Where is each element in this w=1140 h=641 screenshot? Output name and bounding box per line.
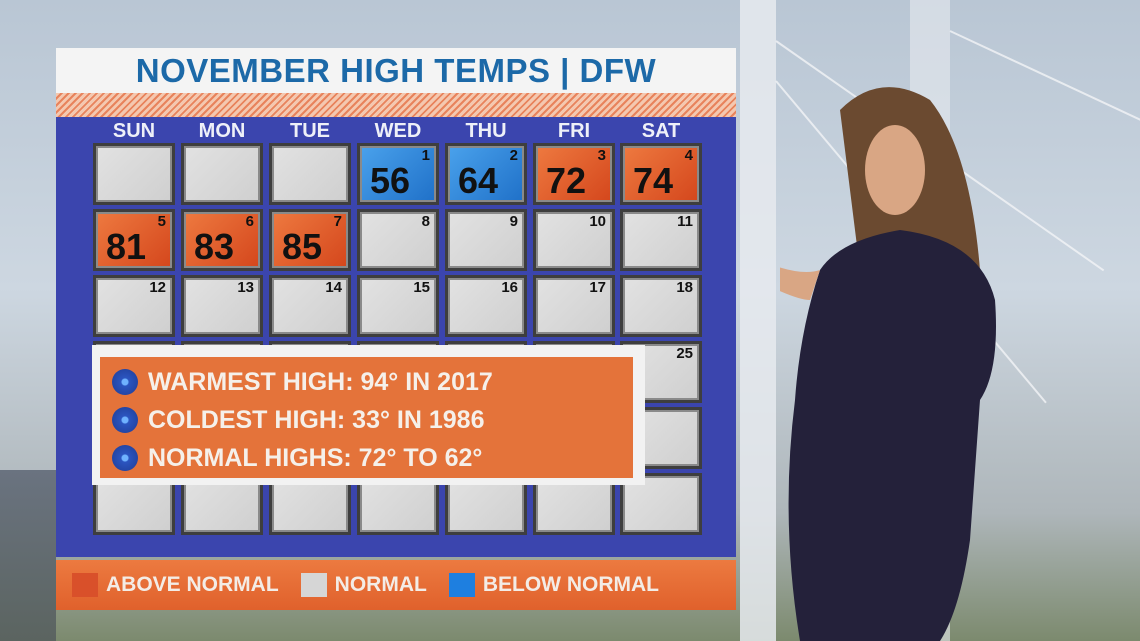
- info-row: COLDEST HIGH: 33° IN 1986: [112, 401, 633, 439]
- legend-swatch-above: [72, 573, 98, 597]
- legend-label: BELOW NORMAL: [482, 573, 659, 596]
- day-number: 7: [333, 213, 342, 230]
- high-temp: 85: [282, 226, 323, 267]
- calendar-cell: 17: [533, 275, 615, 337]
- calendar-cell: 1 56: [357, 143, 439, 205]
- day-header: WED: [374, 120, 422, 142]
- legend-swatch-normal: [300, 573, 327, 597]
- high-temp: 56: [370, 160, 411, 201]
- day-number: 14: [325, 279, 342, 296]
- title-bar: NOVEMBER HIGH TEMPS | DFW: [56, 48, 736, 93]
- day-number: 11: [677, 213, 693, 230]
- high-temp: 72: [546, 160, 587, 201]
- calendar-cell: 18: [620, 275, 702, 337]
- calendar-cell: [93, 143, 175, 205]
- calendar-cell: 11: [620, 209, 702, 271]
- info-text: WARMEST HIGH: 94° IN 2017: [148, 367, 493, 396]
- calendar-cell: 10: [533, 209, 615, 271]
- calendar-cell: [269, 143, 351, 205]
- day-number: 2: [509, 147, 518, 164]
- calendar-cell: 12: [93, 275, 175, 337]
- info-box: WARMEST HIGH: 94° IN 2017 COLDEST HIGH: 3…: [92, 345, 645, 485]
- calendar-cell: [181, 143, 263, 205]
- day-number: 9: [509, 213, 518, 230]
- hatch-stripe: [56, 93, 736, 117]
- info-row: NORMAL HIGHS: 72° TO 62°: [112, 439, 633, 477]
- info-text: NORMAL HIGHS: 72° TO 62°: [148, 443, 483, 472]
- day-number: 17: [589, 279, 606, 296]
- day-number: 1: [421, 147, 430, 164]
- bullet-icon: [112, 407, 138, 433]
- calendar-cell: 4 74: [620, 143, 702, 205]
- day-header: SAT: [641, 120, 681, 142]
- calendar-cell: 8: [357, 209, 439, 271]
- info-text: COLDEST HIGH: 33° IN 1986: [148, 405, 485, 434]
- calendar-cell: 3 72: [533, 143, 615, 205]
- calendar-cell: 9: [445, 209, 527, 271]
- legend-label: ABOVE NORMAL: [106, 573, 279, 596]
- calendar-cell: 6 83: [181, 209, 263, 271]
- day-number: 3: [597, 147, 606, 164]
- bullet-icon: [112, 369, 138, 395]
- calendar-cell: 5 81: [93, 209, 175, 271]
- day-header: THU: [465, 120, 507, 142]
- day-number: 18: [676, 279, 693, 296]
- bridge-pylon: [740, 0, 776, 641]
- day-number: 15: [413, 279, 430, 296]
- day-number: 16: [501, 279, 518, 296]
- day-header: TUE: [290, 120, 330, 142]
- day-number: 12: [149, 279, 166, 296]
- legend: ABOVE NORMAL NORMAL BELOW NORMAL: [56, 560, 736, 610]
- meteorologist: [780, 87, 996, 641]
- graphic-title: NOVEMBER HIGH TEMPS | DFW: [135, 51, 657, 89]
- city-skyline: [0, 470, 56, 641]
- legend-swatch-below: [448, 573, 475, 597]
- calendar-cell: 14: [269, 275, 351, 337]
- calendar-cell: 7 85: [269, 209, 351, 271]
- high-temp: 83: [194, 226, 235, 267]
- day-number: 4: [684, 147, 693, 164]
- day-number: 6: [245, 213, 254, 230]
- day-number: 25: [676, 345, 693, 362]
- day-header: SUN: [112, 120, 156, 142]
- day-header: FRI: [557, 120, 591, 142]
- day-header: MON: [198, 120, 246, 142]
- calendar-cell: 13: [181, 275, 263, 337]
- high-temp: 74: [633, 160, 674, 201]
- calendar-cell: 2 64: [445, 143, 527, 205]
- day-number: 10: [589, 213, 606, 230]
- calendar-cell: 16: [445, 275, 527, 337]
- info-row: WARMEST HIGH: 94° IN 2017: [112, 363, 633, 401]
- legend-label: NORMAL: [334, 573, 427, 596]
- calendar-cell: 15: [357, 275, 439, 337]
- bullet-icon: [112, 445, 138, 471]
- day-number: 13: [237, 279, 254, 296]
- high-temp: 81: [106, 226, 147, 267]
- calendar-graphic: NOVEMBER HIGH TEMPS | DFW SUN MON TUE WED TH…: [56, 48, 736, 610]
- day-number: 5: [157, 213, 166, 230]
- high-temp: 64: [458, 160, 499, 201]
- day-number: 8: [421, 213, 430, 230]
